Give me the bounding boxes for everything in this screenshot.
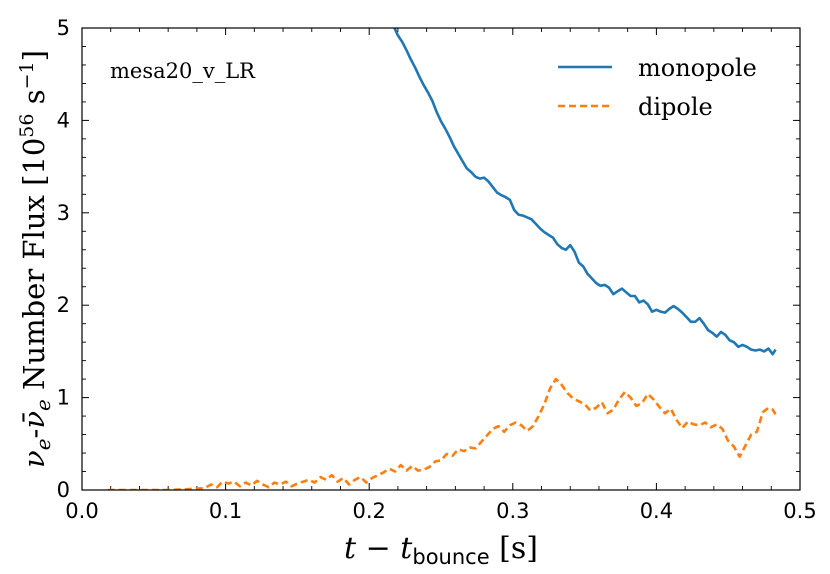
plot-frame [81, 27, 801, 491]
series-line-dipole [107, 377, 777, 490]
x-axis-title: t − tbounce [s] [344, 531, 538, 569]
series-line-monopole [393, 28, 777, 356]
y-axis-title-exp2: −1 [16, 61, 38, 89]
axis-ticks: 0.0 0.1 0.2 0.3 0.4 0.5 0 1 2 3 4 5 [57, 16, 817, 523]
y-tick-label: 3 [57, 201, 70, 225]
x-axis-title-sub: bounce [412, 545, 489, 569]
x-tick-label: 0.3 [496, 499, 529, 523]
legend: monopole dipole [558, 54, 757, 121]
annotation-label: mesa20_v_LR [110, 59, 256, 83]
y-axis-title-close: ] [17, 50, 51, 61]
y-tick-label: 5 [57, 16, 70, 40]
series-layer [107, 28, 777, 490]
y-axis-title-sub2: e [31, 399, 55, 411]
y-axis-title-unit: s [17, 89, 51, 113]
y-axis-title: νe-ν̄e Number Flux [1056 s−1] [16, 50, 55, 468]
x-tick-label: 0.0 [65, 499, 98, 523]
y-axis-title-exp: 56 [16, 114, 38, 138]
y-tick-label: 4 [57, 108, 70, 132]
legend-label-monopole: monopole [638, 54, 757, 82]
y-axis-title-text: Number Flux [10 [17, 138, 51, 399]
x-tick-label: 0.1 [209, 499, 242, 523]
y-tick-label: 2 [57, 293, 70, 317]
x-axis-title-unit: [s] [490, 531, 538, 566]
y-tick-label: 1 [57, 386, 70, 410]
y-axis-title-nu1: ν [17, 450, 51, 468]
y-axis-title-nu2: ν̄ [17, 411, 51, 429]
legend-label-dipole: dipole [638, 93, 713, 121]
x-tick-label: 0.4 [640, 499, 673, 523]
y-axis-title-sub1: e [31, 438, 55, 450]
y-axis-title-dash: - [17, 429, 51, 439]
y-tick-label: 0 [57, 478, 70, 502]
x-axis-title-main: t − t [344, 531, 413, 566]
x-tick-label: 0.2 [352, 499, 385, 523]
x-tick-label: 0.5 [783, 499, 816, 523]
